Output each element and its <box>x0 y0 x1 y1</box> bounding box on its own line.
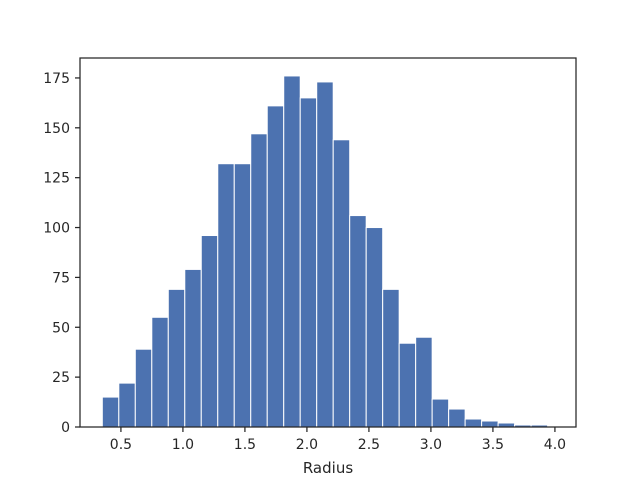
histogram-bar <box>349 215 367 428</box>
histogram-bar <box>283 75 301 428</box>
x-axis-ticks: 0.5 1.0 1.5 2.0 2.5 3.0 3.5 4.0 <box>110 427 566 453</box>
histogram-bar <box>398 342 417 428</box>
histogram-bar <box>481 420 499 428</box>
histogram-bar <box>167 288 186 428</box>
histogram-bar <box>184 268 202 428</box>
histogram-bar <box>431 398 450 428</box>
x-tick-label: 0.5 <box>110 437 132 453</box>
y-tick-label: 175 <box>43 71 70 87</box>
histogram-bar <box>200 235 219 428</box>
histogram-bar <box>233 163 252 428</box>
histogram-bar <box>266 105 285 428</box>
histogram-bar <box>299 97 318 428</box>
y-tick-label: 0 <box>61 420 70 436</box>
histogram-bar <box>316 81 334 428</box>
histogram-bar <box>332 139 351 428</box>
y-tick-label: 75 <box>52 270 70 286</box>
y-tick-label: 150 <box>43 121 70 137</box>
x-tick-label: 2.0 <box>296 437 318 453</box>
y-tick-label: 50 <box>52 320 70 336</box>
plot-frame <box>79 57 577 428</box>
histogram-bar <box>101 396 120 428</box>
x-axis-label: Radius <box>303 459 353 477</box>
histogram-bar <box>415 336 433 428</box>
histogram-bar <box>382 288 400 428</box>
x-tick-label: 3.5 <box>482 437 504 453</box>
histogram-bar <box>250 133 268 428</box>
y-axis-ticks: 0 25 50 75 100 125 150 175 <box>43 71 80 436</box>
x-tick-label: 1.0 <box>172 437 194 453</box>
histogram-bar <box>134 348 153 428</box>
histogram-bar <box>464 418 483 428</box>
histogram-bar <box>151 316 169 428</box>
x-tick-label: 4.0 <box>544 437 566 453</box>
y-tick-label: 25 <box>52 370 70 386</box>
y-tick-label: 125 <box>43 171 70 187</box>
bars-group <box>101 75 549 428</box>
x-tick-label: 2.5 <box>358 437 380 453</box>
x-tick-label: 1.5 <box>234 437 256 453</box>
histogram-bar <box>365 227 384 428</box>
histogram-bar <box>448 408 466 428</box>
y-tick-label: 100 <box>43 221 70 237</box>
histogram-bar <box>217 163 235 428</box>
histogram-bar <box>118 382 136 428</box>
x-tick-label: 3.0 <box>420 437 442 453</box>
